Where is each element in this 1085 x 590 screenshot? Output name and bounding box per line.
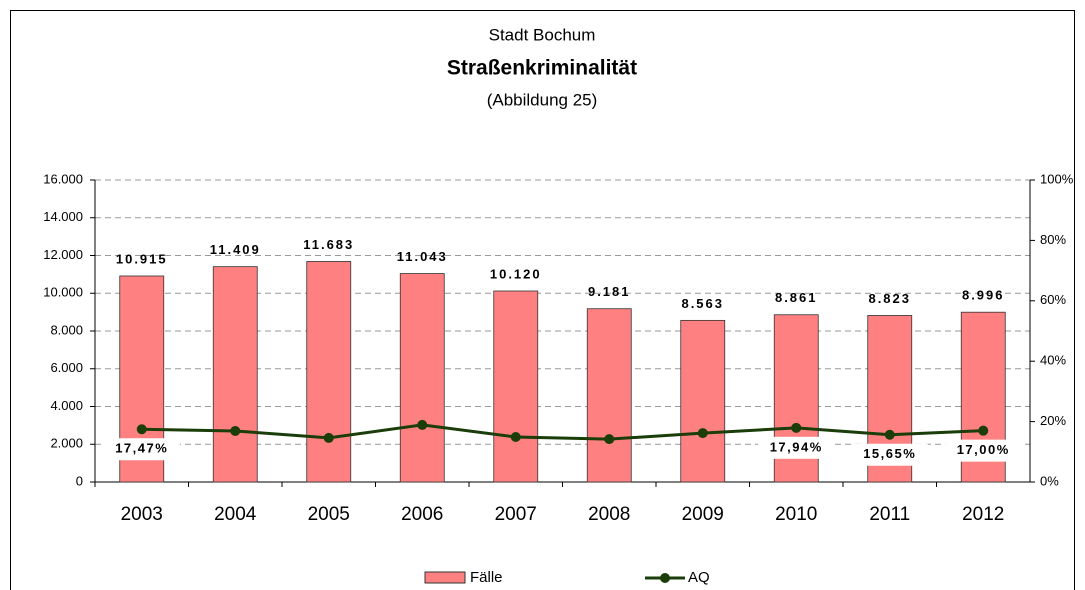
label-background <box>758 436 835 459</box>
label-background <box>851 443 928 466</box>
bar-value-label: 10.120 <box>490 266 542 281</box>
x-tick-label: 2003 <box>121 504 163 525</box>
line-value-label: 17,47% <box>115 441 168 456</box>
x-tick-label: 2011 <box>869 504 910 525</box>
chart-frame <box>10 10 1075 590</box>
bar-value-label: 8.996 <box>962 288 1005 303</box>
bar <box>212 266 258 483</box>
bar-value-label: 11.043 <box>397 249 448 264</box>
x-tick-label: 2009 <box>682 504 724 525</box>
legend-label: AQ <box>688 569 710 586</box>
x-tick-label: 2004 <box>214 504 257 525</box>
bar-value-label: 11.409 <box>210 242 261 257</box>
line-marker <box>697 428 708 439</box>
y-tick-label: 8.000 <box>50 322 83 337</box>
bar <box>680 319 726 483</box>
y-tick-label: 4.000 <box>50 398 83 413</box>
label-background <box>103 438 180 461</box>
y2-tick-label: 60% <box>1040 292 1066 307</box>
line-marker <box>791 422 802 433</box>
y-tick-label: 0 <box>76 473 83 488</box>
chart-title: Stadt Bochum <box>489 25 596 44</box>
bar <box>306 261 352 483</box>
line-marker <box>323 432 334 443</box>
bar-value-label: 11.683 <box>303 237 354 252</box>
legend-label: Fälle <box>470 569 503 586</box>
y2-tick-label: 0% <box>1040 473 1059 488</box>
chart-caption: (Abbildung 25) <box>487 90 598 109</box>
x-tick-label: 2007 <box>495 504 537 525</box>
bar-value-label: 8.861 <box>775 290 818 305</box>
bar <box>493 290 539 483</box>
x-tick-label: 2012 <box>962 504 1004 525</box>
x-tick-label: 2008 <box>588 504 630 525</box>
legend-marker <box>660 573 670 583</box>
chart-subtitle: Straßenkriminalität <box>447 57 637 80</box>
line-value-label: 15,65% <box>863 446 916 461</box>
y-tick-label: 12.000 <box>43 247 83 262</box>
legend-swatch <box>424 571 466 584</box>
y2-tick-label: 100% <box>1040 171 1074 186</box>
line-marker <box>978 425 989 436</box>
line-marker <box>230 425 241 436</box>
line-marker <box>136 424 147 435</box>
y-tick-label: 14.000 <box>43 209 83 224</box>
y2-tick-label: 20% <box>1040 413 1066 428</box>
y-tick-label: 2.000 <box>50 436 83 451</box>
line-marker <box>417 419 428 430</box>
y2-tick-label: 80% <box>1040 232 1066 247</box>
line-value-label: 17,00% <box>957 442 1010 457</box>
x-tick-label: 2010 <box>775 504 817 525</box>
line-marker <box>884 429 895 440</box>
bar-value-label: 8.823 <box>868 291 911 306</box>
line-value-label: 17,94% <box>770 439 823 454</box>
bar-value-label: 8.563 <box>681 296 724 311</box>
bar-value-label: 9.181 <box>588 284 631 299</box>
x-tick-label: 2005 <box>308 504 350 525</box>
bar <box>586 308 632 483</box>
y-tick-label: 16.000 <box>43 171 83 186</box>
y-tick-label: 6.000 <box>50 360 83 375</box>
line <box>141 423 984 441</box>
y2-tick-label: 40% <box>1040 353 1066 368</box>
line-marker <box>604 434 615 445</box>
bar <box>399 273 445 483</box>
y-tick-label: 10.000 <box>43 285 83 300</box>
bar-value-label: 10.915 <box>116 251 168 266</box>
label-background <box>945 439 1022 462</box>
x-tick-label: 2006 <box>401 504 443 525</box>
line-marker <box>510 432 521 443</box>
